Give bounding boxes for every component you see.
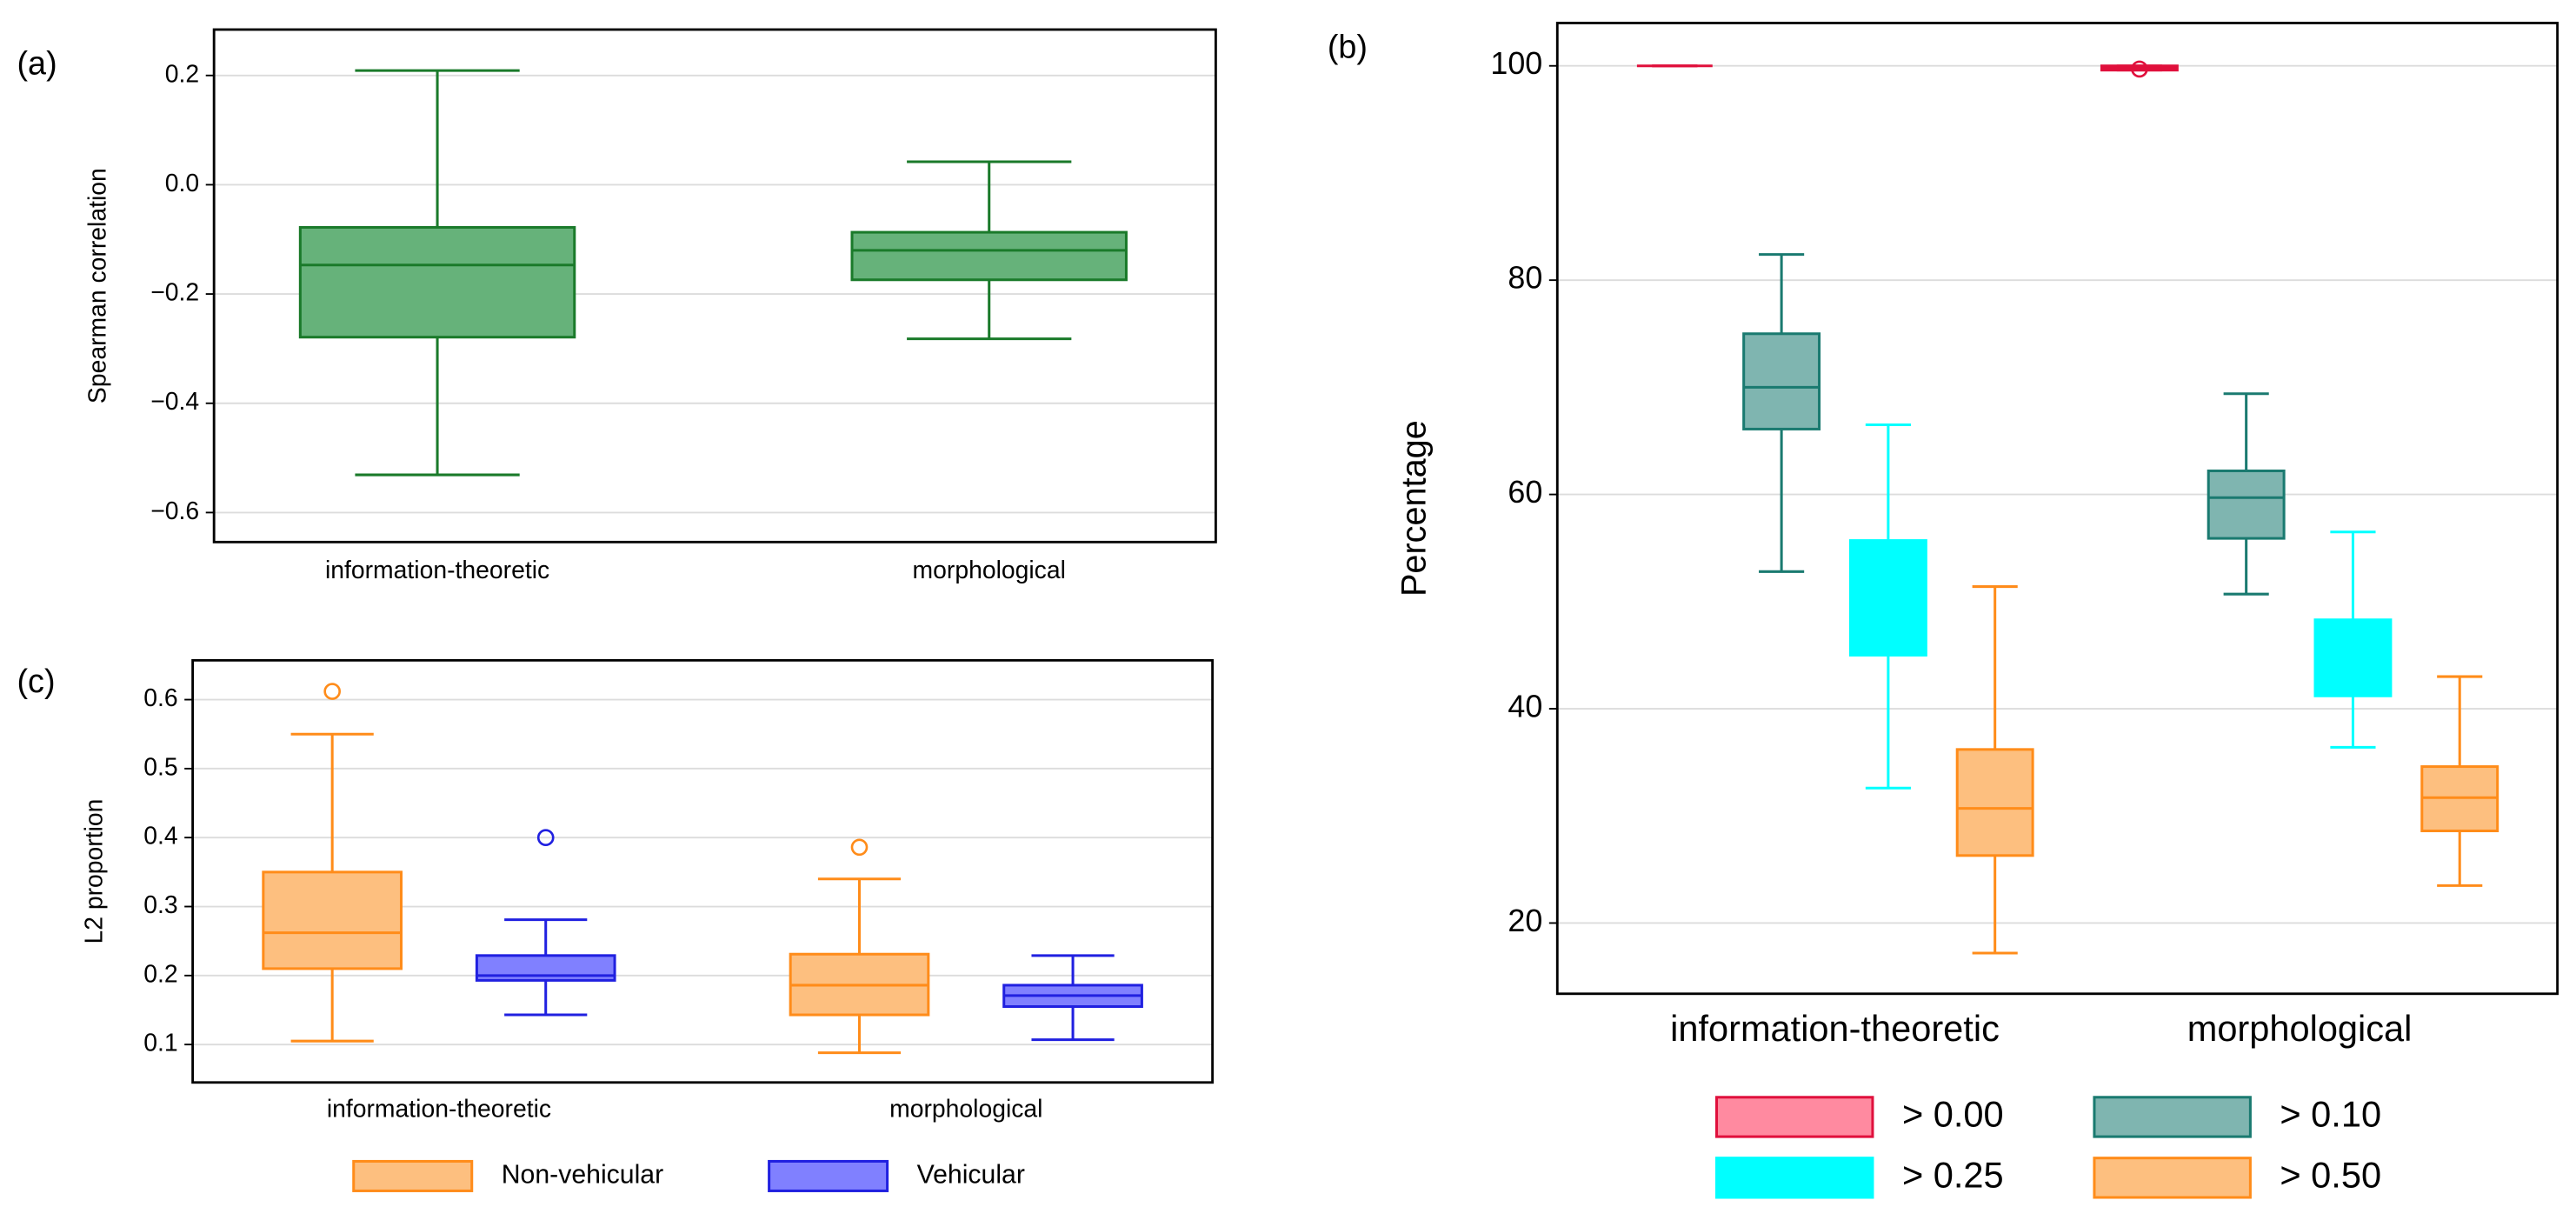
y-tick-label: 100 — [1490, 46, 1542, 81]
y-tick-label: −0.6 — [150, 497, 199, 525]
x-tick-label: morphological — [889, 1095, 1042, 1123]
box — [1742, 332, 1821, 430]
box — [1848, 539, 1927, 657]
legend-label: > 0.00 — [1902, 1093, 2004, 1134]
box — [1955, 748, 2034, 857]
plot-frame — [191, 658, 1215, 1084]
outlier — [323, 683, 341, 700]
y-axis-label: L2 proportion — [81, 799, 109, 944]
y-axis-label: Spearman correlation — [83, 168, 111, 403]
x-tick-label: morphological — [913, 557, 1066, 584]
y-tick-label: 60 — [1508, 475, 1542, 510]
y-tick-label: 0.2 — [143, 960, 177, 988]
plot-frame — [1555, 22, 2559, 996]
y-tick-label: 0.6 — [143, 684, 177, 712]
legend-label: > 0.10 — [2280, 1093, 2381, 1134]
y-tick-label: 0.0 — [165, 170, 199, 197]
legend-swatch — [1714, 1096, 1874, 1138]
outlier — [536, 829, 555, 847]
panel-label: (c) — [17, 664, 56, 700]
y-tick-label: −0.2 — [150, 279, 199, 307]
box — [850, 230, 1128, 282]
y-tick-label: 0.5 — [143, 753, 177, 781]
legend-swatch — [1714, 1157, 1874, 1199]
legend-label: > 0.50 — [2280, 1154, 2381, 1195]
legend-swatch — [2093, 1096, 2252, 1138]
panel-label: (a) — [17, 46, 57, 83]
y-tick-label: 80 — [1508, 261, 1542, 296]
plot-frame — [212, 28, 1217, 543]
legend-swatch — [2093, 1157, 2252, 1199]
legend-label: Vehicular — [917, 1160, 1025, 1189]
y-tick-label: 0.1 — [143, 1030, 177, 1057]
legend-swatch — [768, 1159, 889, 1192]
box — [2313, 618, 2393, 697]
y-axis-label: Percentage — [1395, 420, 1433, 597]
outlier — [2131, 60, 2148, 78]
box — [2207, 469, 2286, 540]
y-tick-label: 20 — [1508, 904, 1542, 938]
legend-swatch — [352, 1159, 474, 1192]
panel-label: (b) — [1328, 30, 1368, 66]
legend-label: > 0.25 — [1902, 1154, 2004, 1195]
y-tick-label: 0.3 — [143, 891, 177, 919]
box — [298, 225, 576, 339]
y-tick-label: 0.4 — [143, 823, 177, 850]
box — [262, 870, 403, 970]
x-tick-label: information-theoretic — [325, 557, 549, 584]
y-tick-label: −0.4 — [150, 388, 199, 416]
x-tick-label: information-theoretic — [1670, 1008, 2000, 1049]
x-tick-label: information-theoretic — [327, 1095, 551, 1123]
x-tick-label: morphological — [2187, 1008, 2413, 1049]
y-tick-label: 0.2 — [165, 60, 199, 88]
outlier — [850, 838, 869, 857]
y-tick-label: 40 — [1508, 690, 1542, 724]
legend-label: Non-vehicular — [502, 1160, 663, 1189]
